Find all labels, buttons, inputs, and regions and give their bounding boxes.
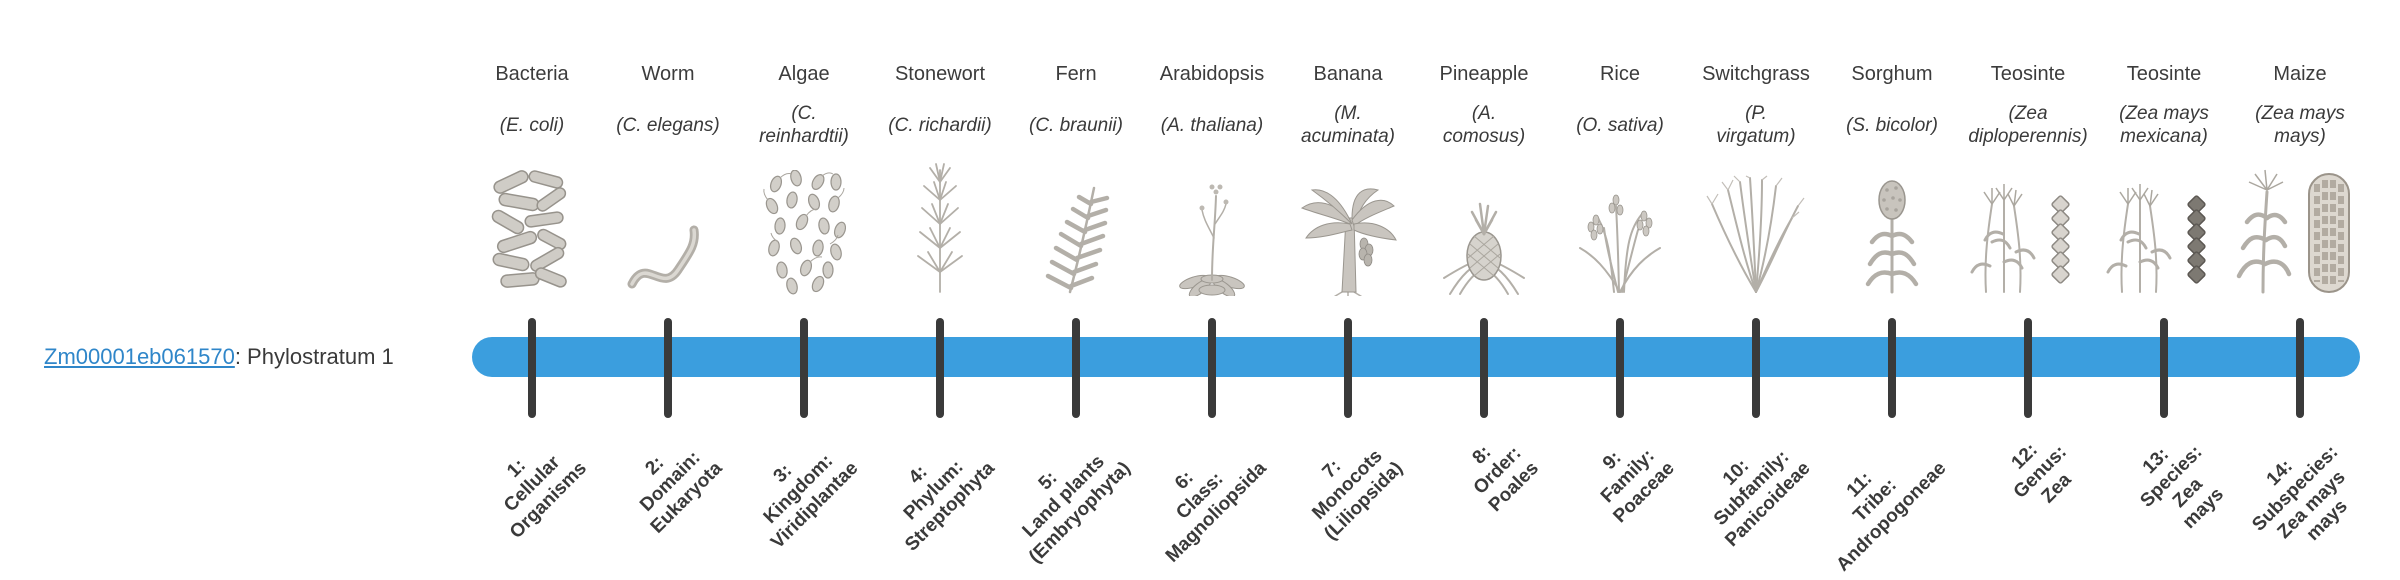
banana-icon (1300, 188, 1397, 296)
stratum-label-3: 3: Kingdom: Viridiplantae (760, 450, 863, 553)
organism-column-rice: Rice (O. sativa) (1535, 62, 1705, 296)
organism-scientific-name: (S. bicolor) (1846, 114, 1938, 136)
maize-icon (2236, 169, 2350, 294)
tick-mark-5 (1072, 318, 1080, 418)
tick-mark-11 (1888, 318, 1896, 418)
organism-column-fern: Fern (C. braunii) (991, 62, 1161, 296)
organism-scientific-name: (C. reinhardtii) (759, 103, 849, 147)
stratum-label-2: 2: Domain: Eukaryota (636, 447, 727, 538)
stonewort-icon (917, 163, 963, 293)
algae-icon (763, 170, 846, 295)
organism-column-pineapple: Pineapple (A. comosus) (1399, 62, 1569, 296)
organism-scientific-name: (A. comosus) (1442, 103, 1526, 147)
organism-name: Stonewort (894, 63, 986, 85)
tick-mark-9 (1616, 318, 1624, 418)
rice-icon (1579, 194, 1661, 293)
organism-name: Fern (1055, 63, 1097, 85)
organism-scientific-name: (O. sativa) (1576, 114, 1664, 136)
gene-label: Zm00001eb061570: Phylostratum 1 (44, 344, 394, 370)
organism-name: Rice (1599, 63, 1640, 85)
organism-column-banana: Banana (M. acuminata) (1263, 62, 1433, 296)
sorghum-icon (1865, 180, 1919, 294)
organism-scientific-name: (E. coli) (499, 114, 565, 136)
stratum-label-9: 9: Family: Poaceae (1597, 445, 1679, 528)
organism-scientific-name: (P. virgatum) (1716, 103, 1796, 147)
tick-mark-12 (2024, 318, 2032, 418)
organism-name: Sorghum (1851, 63, 1933, 85)
organism-name: Arabidopsis (1159, 63, 1265, 85)
stratum-label-10: 10: Subfamily: Panicoideae (1710, 446, 1815, 551)
gene-label-suffix: : Phylostratum 1 (234, 344, 394, 369)
organism-column-maize: Maize (Zea mays mays) (2215, 62, 2385, 296)
organism-name: Teosinte (2126, 63, 2202, 85)
phylostratum-bar (472, 337, 2360, 377)
tick-mark-13 (2160, 318, 2168, 418)
worm-icon (627, 225, 699, 289)
arabidopsis-icon (1179, 184, 1245, 296)
organism-column-teosinte-diploperennis: Teosinte (Zea diploperennis) (1943, 62, 2113, 296)
tick-mark-14 (2296, 318, 2304, 418)
organism-name: Banana (1313, 63, 1383, 85)
organism-column-worm: Worm (C. elegans) (583, 62, 753, 296)
gene-link[interactable]: Zm00001eb061570 (44, 344, 235, 369)
stratum-label-14: 14: Subspecies: Zea mays mays (2248, 441, 2352, 546)
organism-column-algae: Algae (C. reinhardtii) (719, 62, 889, 296)
organism-scientific-name: (Zea diploperennis) (1968, 103, 2088, 147)
organism-scientific-name: (M. acuminata) (1301, 103, 1395, 147)
stratum-label-13: 13: Species: Zea mays (2136, 441, 2228, 534)
teosinte-mexicana-icon (2106, 184, 2206, 293)
organism-scientific-name: (Zea mays mexicana) (2119, 103, 2209, 147)
organism-column-teosinte-mexicana: Teosinte (Zea mays mexicana) (2079, 62, 2249, 296)
organism-name: Bacteria (495, 63, 569, 85)
stratum-label-4: 4: Phylum: Streptophyta (899, 456, 999, 556)
organism-column-bacteria: Bacteria (E. coli) (447, 62, 617, 296)
tick-mark-3 (800, 318, 808, 418)
tick-mark-4 (936, 318, 944, 418)
organism-name: Maize (2273, 63, 2327, 85)
stratum-label-11: 11: Tribe: Andropogoneae (1832, 457, 1951, 576)
tick-mark-2 (664, 318, 672, 418)
bacteria-icon (491, 170, 567, 288)
organism-column-switchgrass: Switchgrass (P. virgatum) (1671, 62, 1841, 296)
stratum-label-6: 6: Class: Magnoliopsida (1161, 457, 1271, 567)
organism-name: Pineapple (1439, 63, 1529, 85)
organism-name: Teosinte (1990, 63, 2066, 85)
tick-mark-10 (1752, 318, 1760, 418)
organism-name: Switchgrass (1702, 63, 1810, 85)
fern-icon (1045, 186, 1110, 294)
stratum-label-8: 8: Order: Poales (1468, 441, 1543, 516)
pineapple-icon (1443, 202, 1525, 295)
tick-mark-7 (1344, 318, 1352, 418)
teosinte-diplo-icon (1970, 184, 2070, 293)
switchgrass-icon (1706, 175, 1805, 293)
stratum-label-7: 7: Monocots (Liliopsida) (1308, 445, 1407, 545)
organism-scientific-name: (A. thaliana) (1160, 114, 1264, 136)
tick-mark-8 (1480, 318, 1488, 418)
organism-name: Worm (641, 63, 695, 85)
organism-scientific-name: (C. richardii) (888, 114, 992, 136)
organism-scientific-name: (Zea mays mays) (2255, 103, 2345, 147)
organism-scientific-name: (C. elegans) (616, 114, 720, 136)
organism-column-sorghum: Sorghum (S. bicolor) (1807, 62, 1977, 296)
organism-scientific-name: (C. braunii) (1029, 114, 1123, 136)
tick-mark-1 (528, 318, 536, 418)
organism-name: Algae (778, 63, 830, 85)
tick-mark-6 (1208, 318, 1216, 418)
stratum-label-5: 5: Land plants (Embryophyta) (1018, 451, 1135, 568)
stratum-label-1: 1: Cellular Organisms (500, 452, 591, 543)
stratum-label-12: 12: Genus: Zea (2007, 439, 2075, 508)
organism-column-arabidopsis: Arabidopsis (A. thaliana) (1127, 62, 1297, 296)
organism-column-stonewort: Stonewort (C. richardii) (855, 62, 1025, 296)
